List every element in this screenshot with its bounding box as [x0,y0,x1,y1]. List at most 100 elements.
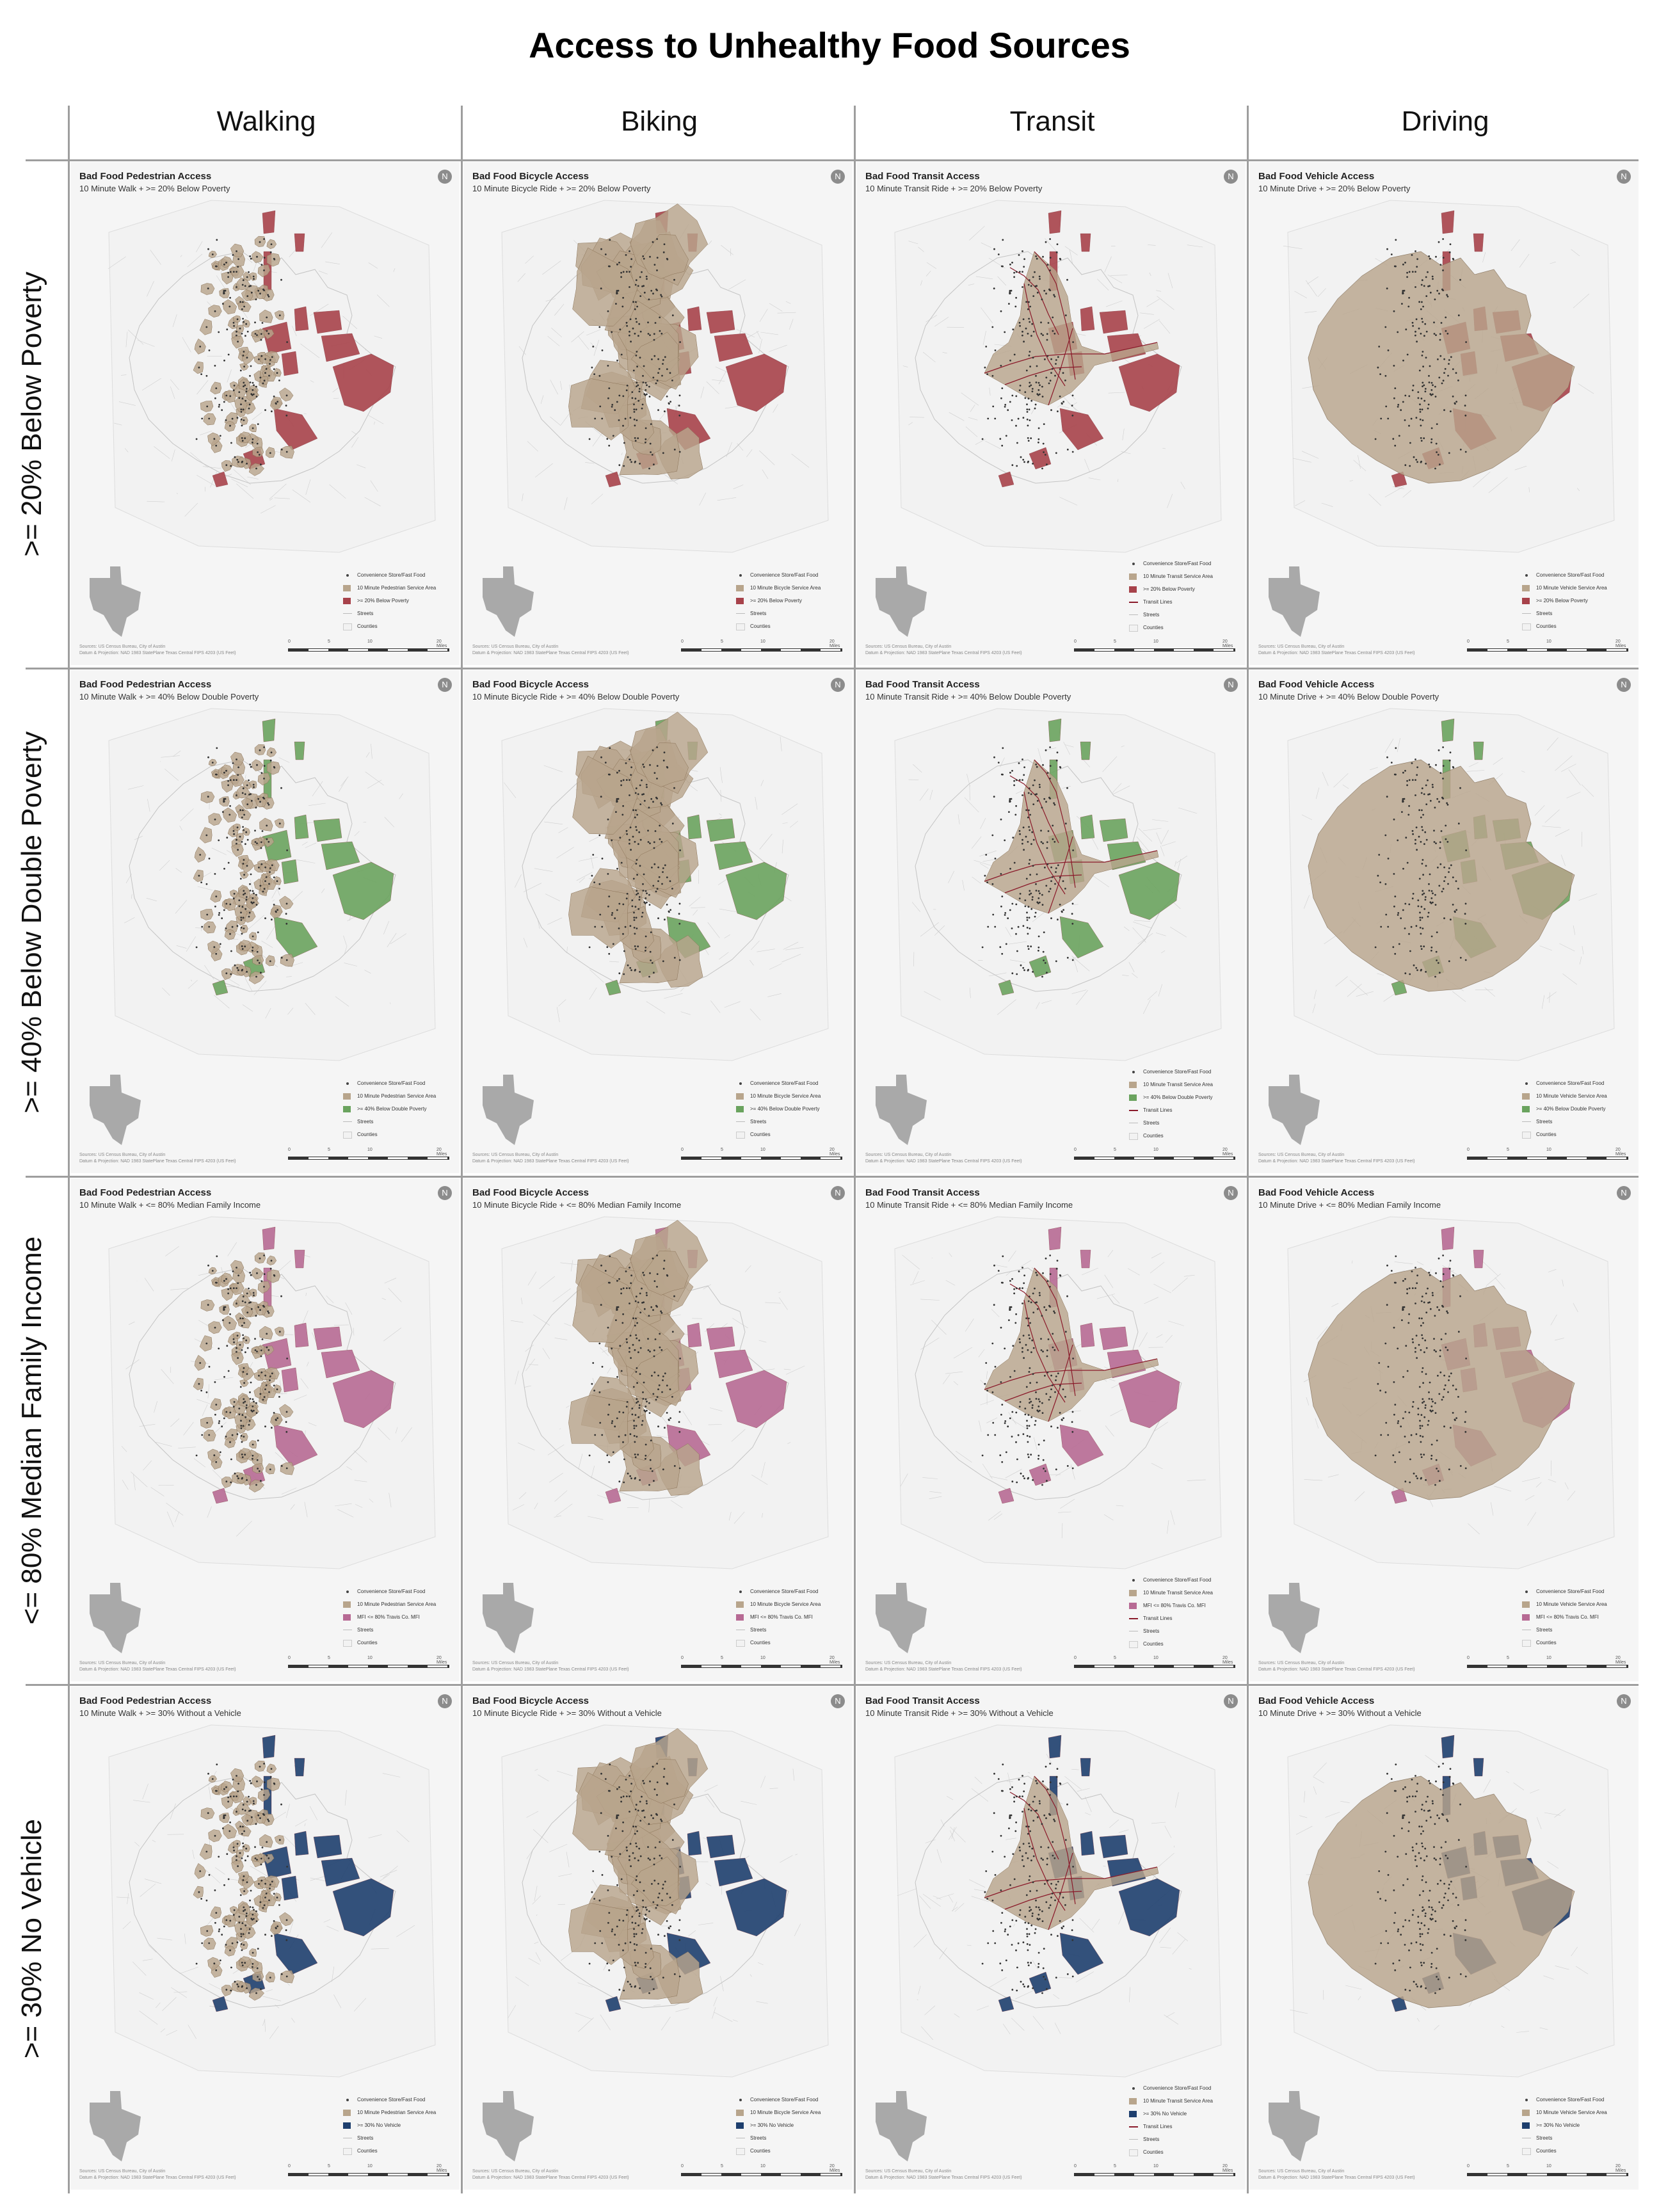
legend-item: Counties [736,1131,821,1144]
legend-item: Counties [736,1639,821,1652]
texas-locator-map [483,566,534,637]
legend-item: Convenience Store/Fast Food [736,1588,821,1601]
legend-item: MFI <= 80% Travis Co. MFI [1129,1602,1213,1615]
legend-item: >= 40% Below Double Poverty [343,1105,436,1118]
source-note: Sources: US Census Bureau, City of Austi… [865,2169,1022,2180]
city-limits [915,251,1182,484]
legend-item: Streets [1522,610,1607,623]
map-canvas [876,708,1222,1145]
scale-bar: 0 5 10 20 Miles [1467,2164,1628,2183]
map-panel-driving-no-vehicle: Bad Food Vehicle Access 10 Minute Drive +… [1249,1687,1639,2190]
legend-item: 10 Minute Bicycle Service Area [736,2109,821,2122]
map-legend: Convenience Store/Fast Food 10 Minute Bic… [736,572,821,636]
legend-item: >= 20% Below Poverty [736,597,821,610]
map-panel-transit-double-poverty: Bad Food Transit Access 10 Minute Transit… [856,670,1246,1173]
panel-title: Bad Food Transit Access [865,1187,980,1198]
legend-item: >= 20% Below Poverty [1129,586,1213,598]
convenience-stores [195,1254,288,1486]
legend-item: Convenience Store/Fast Food [343,1588,436,1601]
scale-bar: 0 5 10 20 Miles [1467,639,1628,659]
panel-title: Bad Food Transit Access [865,679,980,690]
texas-locator-map [1269,566,1320,637]
transit-lines [984,759,1158,914]
legend-item: Counties [343,2147,436,2160]
legend-item: Convenience Store/Fast Food [1522,1588,1607,1601]
legend-item: Streets [1522,1626,1607,1639]
map-panel-transit-poverty: Bad Food Transit Access 10 Minute Transit… [856,162,1246,665]
panel-title: Bad Food Pedestrian Access [79,679,212,690]
legend-item: MFI <= 80% Travis Co. MFI [343,1614,436,1626]
legend-item: 10 Minute Pedestrian Service Area [343,1601,436,1614]
map-legend: Convenience Store/Fast Food 10 Minute Veh… [1522,1588,1607,1652]
city-limits [915,759,1182,992]
legend-item: Transit Lines [1129,598,1213,611]
legend-item: >= 30% No Vehicle [343,2122,436,2135]
convenience-stores [1374,238,1467,470]
legend-item: 10 Minute Vehicle Service Area [1522,2109,1607,2122]
map-legend: Convenience Store/Fast Food 10 Minute Tra… [1129,2085,1213,2161]
source-note: Sources: US Census Bureau, City of Austi… [1258,645,1415,655]
legend-item: Counties [343,623,436,636]
column-header-transit: Transit [1009,106,1095,137]
legend-item: Counties [1129,624,1213,637]
map-panel-biking-poverty: Bad Food Bicycle Access 10 Minute Bicycle… [463,162,853,665]
legend-item: Counties [343,1131,436,1144]
city-limits [129,1267,396,1500]
panel-title: Bad Food Bicycle Access [472,1695,589,1706]
convenience-stores [1374,746,1467,978]
map-panel-driving-median-income: Bad Food Vehicle Access 10 Minute Drive +… [1249,1178,1639,1681]
panel-subtitle: 10 Minute Drive + >= 40% Below Double Po… [1258,692,1439,701]
map-panel-transit-median-income: Bad Food Transit Access 10 Minute Transit… [856,1178,1246,1681]
map-panel-walking-double-poverty: Bad Food Pedestrian Access 10 Minute Walk… [70,670,460,1173]
legend-item: MFI <= 80% Travis Co. MFI [1522,1614,1607,1626]
legend-item: Counties [736,2147,821,2160]
streets-layer [121,1242,412,1537]
source-note: Sources: US Census Bureau, City of Austi… [79,645,236,655]
scale-bar: 0 5 10 20 Miles [288,639,449,659]
source-note: Sources: US Census Bureau, City of Austi… [865,645,1022,655]
legend-item: Counties [1129,1640,1213,1653]
legend-item: Convenience Store/Fast Food [343,1080,436,1093]
panel-subtitle: 10 Minute Transit Ride + <= 80% Median F… [865,1200,1073,1210]
legend-item: Streets [736,610,821,623]
north-arrow-icon: N [438,170,452,184]
source-note: Sources: US Census Bureau, City of Austi… [1258,1661,1415,1672]
legend-item: >= 20% Below Poverty [1522,597,1607,610]
source-note: Sources: US Census Bureau, City of Austi… [79,2169,236,2180]
source-note: Sources: US Census Bureau, City of Austi… [472,2169,629,2180]
scale-bar: 0 5 10 20 Miles [681,1656,842,1675]
grid-line [26,159,1639,161]
map-legend: Convenience Store/Fast Food 10 Minute Veh… [1522,572,1607,636]
legend-item: Transit Lines [1129,2123,1213,2136]
legend-item: 10 Minute Vehicle Service Area [1522,584,1607,597]
north-arrow-icon: N [438,1186,452,1200]
legend-item: Streets [1129,1628,1213,1640]
column-header-biking: Biking [621,106,698,137]
legend-item: 10 Minute Bicycle Service Area [736,1601,821,1614]
legend-item: Counties [1522,2147,1607,2160]
legend-item: Convenience Store/Fast Food [1522,1080,1607,1093]
north-arrow-icon: N [1617,170,1631,184]
city-limits [129,251,396,484]
panel-subtitle: 10 Minute Walk + >= 20% Below Poverty [79,184,230,193]
panel-subtitle: 10 Minute Transit Ride + >= 30% Without … [865,1708,1054,1718]
north-arrow-icon: N [1617,678,1631,692]
legend-item: >= 30% No Vehicle [1129,2110,1213,2123]
demographic-areas [212,1735,394,2012]
north-arrow-icon: N [438,1694,452,1708]
map-canvas [483,1724,829,2161]
convenience-stores [588,746,681,978]
grid-line [461,106,463,2193]
north-arrow-icon: N [438,678,452,692]
legend-item: 10 Minute Transit Service Area [1129,1081,1213,1094]
scale-bar: 0 5 10 20 Miles [1074,2164,1235,2183]
map-canvas [90,1216,436,1653]
panel-subtitle: 10 Minute Walk + <= 80% Median Family In… [79,1200,261,1210]
streets-layer [900,1249,1206,1539]
panel-subtitle: 10 Minute Transit Ride + >= 40% Below Do… [865,692,1071,701]
map-canvas [90,708,436,1145]
map-panel-driving-double-poverty: Bad Food Vehicle Access 10 Minute Drive +… [1249,670,1639,1173]
panel-title: Bad Food Vehicle Access [1258,171,1375,182]
north-arrow-icon: N [1224,170,1238,184]
source-note: Sources: US Census Bureau, City of Austi… [1258,1153,1415,1164]
